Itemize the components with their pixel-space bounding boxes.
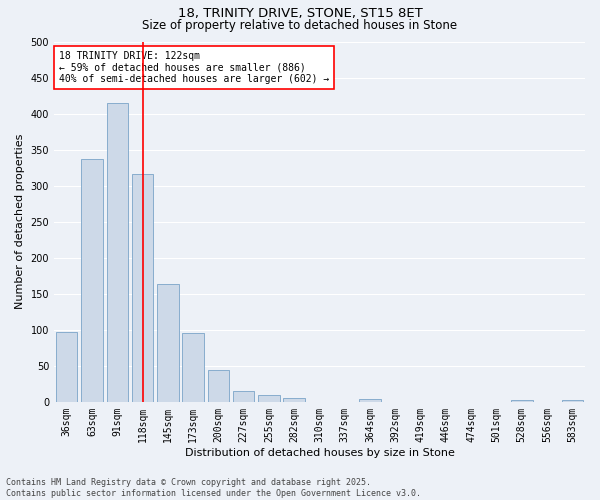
Y-axis label: Number of detached properties: Number of detached properties: [15, 134, 25, 310]
Bar: [132, 174, 153, 402]
Bar: [562, 400, 583, 402]
Bar: [56, 332, 77, 402]
Text: 18, TRINITY DRIVE, STONE, ST15 8ET: 18, TRINITY DRIVE, STONE, ST15 8ET: [178, 8, 422, 20]
Text: 18 TRINITY DRIVE: 122sqm
← 59% of detached houses are smaller (886)
40% of semi-: 18 TRINITY DRIVE: 122sqm ← 59% of detach…: [59, 50, 329, 84]
Bar: [283, 398, 305, 402]
Bar: [81, 159, 103, 402]
X-axis label: Distribution of detached houses by size in Stone: Distribution of detached houses by size …: [185, 448, 454, 458]
Bar: [511, 400, 533, 402]
Bar: [157, 284, 179, 402]
Text: Contains HM Land Registry data © Crown copyright and database right 2025.
Contai: Contains HM Land Registry data © Crown c…: [6, 478, 421, 498]
Bar: [107, 103, 128, 402]
Bar: [258, 394, 280, 402]
Bar: [233, 391, 254, 402]
Text: Size of property relative to detached houses in Stone: Size of property relative to detached ho…: [142, 19, 458, 32]
Bar: [359, 399, 381, 402]
Bar: [182, 332, 204, 402]
Bar: [208, 370, 229, 402]
